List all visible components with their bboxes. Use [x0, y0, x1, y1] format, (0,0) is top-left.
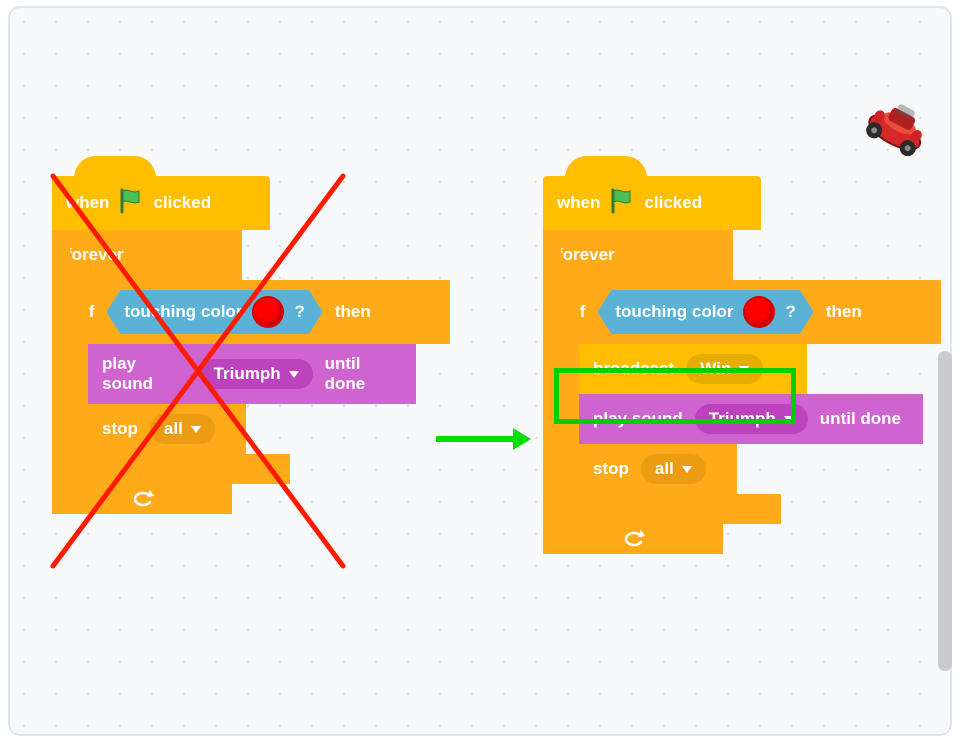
wrong-marker-icon: [48, 171, 348, 571]
script-right[interactable]: when clicked forever if touching color: [543, 176, 941, 554]
green-flag-icon: [610, 188, 634, 219]
highlight-box: [554, 368, 796, 424]
stop-option: all: [655, 459, 674, 479]
forever-foot: [543, 524, 723, 554]
transform-arrow-icon: [433, 424, 533, 454]
if-foot: [561, 494, 781, 524]
loop-arrow-icon: [621, 530, 645, 548]
then-label: then: [826, 302, 862, 322]
hat-when-flag-clicked[interactable]: when clicked: [543, 176, 761, 230]
hat-prefix: when: [557, 193, 600, 213]
workspace-canvas[interactable]: when clicked forever if touching color: [8, 6, 952, 736]
forever-label: forever: [557, 245, 615, 265]
stop-block[interactable]: stop all: [579, 444, 737, 494]
sprite-red-car[interactable]: [863, 81, 933, 176]
touching-color-label: touching color: [615, 302, 733, 322]
stop-dropdown[interactable]: all: [641, 454, 706, 484]
if-head: if touching color ? then: [561, 280, 941, 344]
color-swatch[interactable]: [743, 296, 775, 328]
hat-suffix: clicked: [644, 193, 702, 213]
until-done-label: until done: [820, 409, 901, 429]
chevron-down-icon: [682, 466, 692, 473]
touching-color-reporter[interactable]: touching color ?: [597, 290, 813, 334]
forever-head: forever: [543, 230, 733, 280]
stop-label: stop: [593, 459, 629, 479]
question-mark: ?: [785, 302, 795, 322]
vertical-scrollbar[interactable]: [938, 351, 952, 671]
